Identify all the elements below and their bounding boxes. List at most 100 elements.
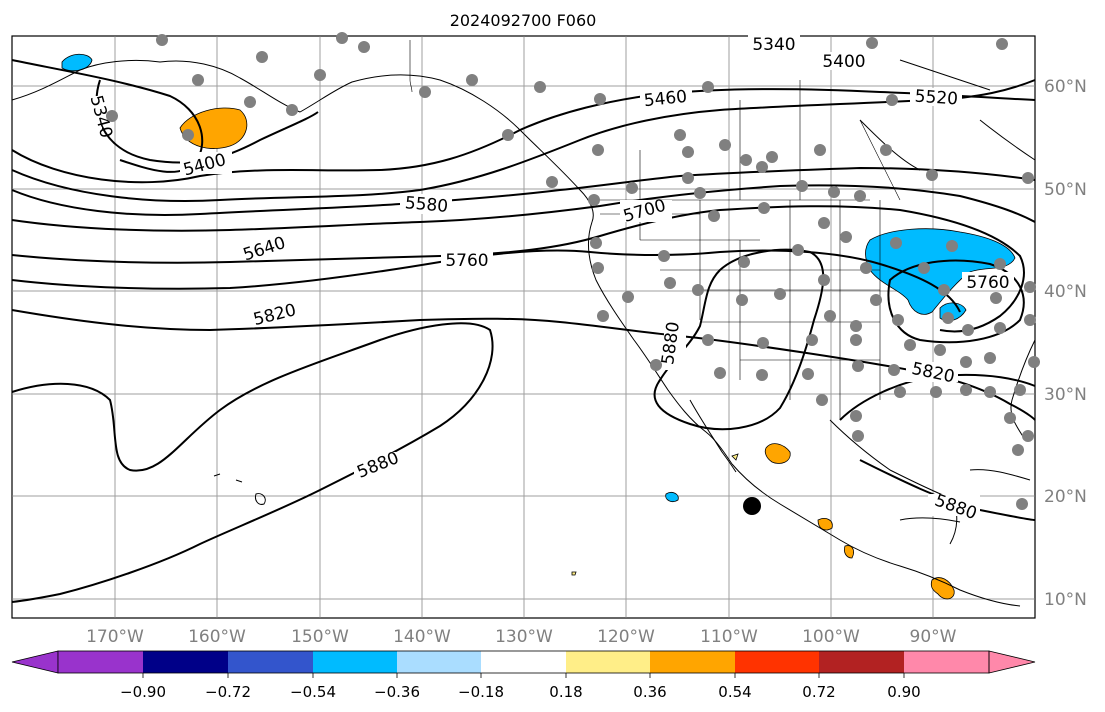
contour-label: 5580 <box>404 193 449 217</box>
station-dot <box>816 394 828 406</box>
station-dot <box>890 237 902 249</box>
shade-baja-yellow <box>731 453 739 461</box>
station-dot <box>850 410 862 422</box>
station-dot <box>946 240 958 252</box>
station-dot <box>934 344 946 356</box>
station-dot <box>594 93 606 105</box>
station-dot <box>806 334 818 346</box>
station-dot <box>774 288 786 300</box>
station-dot <box>156 34 168 46</box>
contour-5880-pacific <box>11 322 494 603</box>
station-dot <box>622 291 634 303</box>
station-dot <box>796 180 808 192</box>
contour-5760 <box>11 249 961 313</box>
station-dot <box>886 94 898 106</box>
station-markers <box>106 32 1040 510</box>
anomaly-shading <box>61 53 1016 600</box>
contour-label: 5760 <box>966 273 1009 293</box>
colorbar-extend-min <box>11 650 59 674</box>
station-dot <box>588 194 600 206</box>
station-dot <box>994 258 1006 270</box>
colorbar-bin <box>397 651 481 673</box>
station-dot <box>904 339 916 351</box>
colorbar-tick-label: −0.36 <box>374 683 420 701</box>
hawaii <box>213 473 266 505</box>
shade-mexico-orange-2 <box>817 518 833 531</box>
colorbar-bin <box>819 651 904 673</box>
lon-label: 130°W <box>495 627 553 647</box>
lon-label: 150°W <box>291 627 349 647</box>
station-dot <box>852 360 864 372</box>
station-dot <box>664 277 676 289</box>
longitude-labels: 170°W 160°W 150°W 140°W 130°W 120°W 110°… <box>86 627 957 647</box>
colorbar-tick-label: 0.90 <box>887 683 920 701</box>
lat-label: 60°N <box>1044 77 1087 97</box>
station-dot <box>244 96 256 108</box>
colorbar-tick-label: 0.18 <box>549 683 582 701</box>
station-dot <box>892 314 904 326</box>
contour-label: 5340 <box>752 35 795 55</box>
station-dot <box>714 367 726 379</box>
colorbar-outline <box>57 650 990 674</box>
station-dot <box>984 386 996 398</box>
station-dot <box>1024 314 1036 326</box>
station-dot <box>766 151 778 163</box>
coast-caribbean <box>899 469 1031 523</box>
colorbar-extend-max <box>988 650 1036 674</box>
station-dot <box>1016 498 1028 510</box>
station-dot <box>757 337 769 349</box>
station-dot <box>990 292 1002 304</box>
contour-5520 <box>11 79 1036 202</box>
station-dot <box>597 310 609 322</box>
lat-label: 40°N <box>1044 282 1087 302</box>
station-dot <box>828 186 840 198</box>
station-dot <box>860 262 872 274</box>
colorbar-tick-label: 0.72 <box>802 683 835 701</box>
station-dot <box>736 294 748 306</box>
contour-label: 5760 <box>445 251 488 271</box>
lat-label: 50°N <box>1044 180 1087 200</box>
station-dot <box>708 210 720 222</box>
station-dot <box>818 217 830 229</box>
station-dot <box>1028 356 1040 368</box>
station-dot <box>314 69 326 81</box>
contour-label: 5460 <box>643 87 688 111</box>
colorbar-bin <box>650 651 735 673</box>
station-dot <box>994 322 1006 334</box>
station-dot <box>1022 172 1034 184</box>
station-dot <box>930 386 942 398</box>
station-dot <box>802 368 814 380</box>
station-dot <box>1012 444 1024 456</box>
colorbar-bin <box>313 651 397 673</box>
colorbar-bin <box>904 651 989 673</box>
station-dot <box>852 430 864 442</box>
station-dot <box>358 41 370 53</box>
station-dot <box>880 144 892 156</box>
station-dot <box>888 364 900 376</box>
station-dot <box>106 110 118 122</box>
coast-us-west <box>588 221 733 465</box>
station-dot <box>854 190 866 202</box>
contour-5640 <box>11 184 1036 232</box>
station-dot <box>466 74 478 86</box>
colorbar-bin <box>143 651 228 673</box>
station-dot <box>1024 281 1036 293</box>
colorbar-tick-label: −0.90 <box>120 683 166 701</box>
station-dot <box>192 74 204 86</box>
colorbar-tick-label: −0.72 <box>205 683 251 701</box>
station-dot <box>419 86 431 98</box>
station-dot <box>738 256 750 268</box>
station-dot <box>850 320 862 332</box>
station-dot <box>658 250 670 262</box>
shade-mexico-orange-1 <box>764 443 791 464</box>
shade-bering-blue <box>61 53 93 72</box>
station-dot <box>1014 384 1026 396</box>
station-dot <box>758 202 770 214</box>
station-dot <box>1022 430 1034 442</box>
colorbar-bin <box>58 651 143 673</box>
station-dot <box>960 356 972 368</box>
station-dot <box>866 37 878 49</box>
colorbar-tick-label: 0.54 <box>718 683 751 701</box>
colorbar-bin <box>228 651 313 673</box>
